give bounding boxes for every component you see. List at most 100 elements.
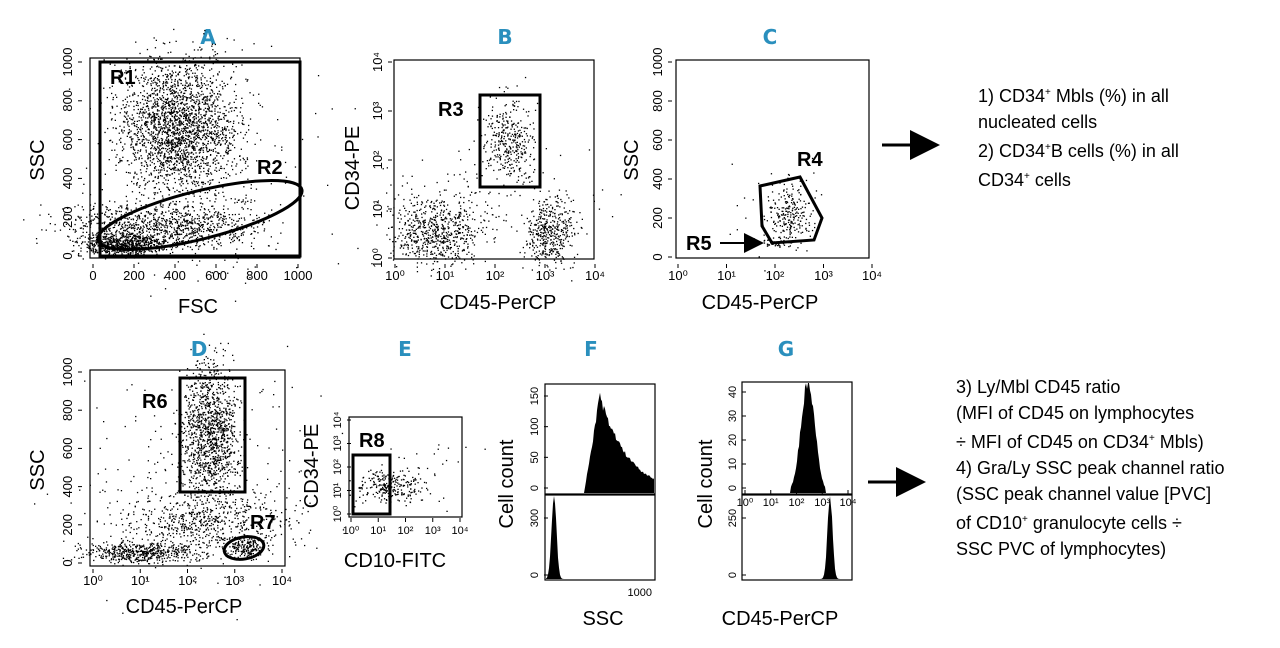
- event-dot: [193, 138, 195, 140]
- event-dot: [173, 128, 176, 130]
- event-dot: [111, 243, 113, 246]
- event-dot: [542, 239, 544, 241]
- event-dot: [155, 84, 157, 86]
- event-dot: [158, 130, 160, 132]
- event-dot: [186, 227, 188, 230]
- event-dot: [126, 233, 128, 235]
- event-dot: [187, 204, 189, 206]
- event-dot: [155, 206, 157, 208]
- event-dot: [148, 112, 151, 114]
- event-dot: [184, 168, 186, 170]
- event-dot: [116, 240, 118, 242]
- event-dot: [153, 116, 155, 118]
- event-dot: [171, 143, 173, 145]
- event-dot: [167, 160, 169, 162]
- event-dot: [194, 222, 196, 224]
- event-dot: [151, 66, 153, 68]
- event-dot: [388, 227, 390, 229]
- event-dot: [162, 97, 164, 99]
- event-dot: [154, 192, 157, 194]
- event-dot: [123, 236, 125, 238]
- event-dot: [184, 146, 186, 149]
- event-dot: [188, 138, 190, 141]
- event-dot: [174, 96, 177, 98]
- event-dot: [90, 209, 92, 211]
- event-dot: [201, 48, 203, 50]
- event-dot: [82, 241, 84, 243]
- event-dot: [159, 229, 161, 231]
- event-dot: [435, 236, 437, 238]
- event-dot: [174, 108, 176, 110]
- event-dot: [218, 115, 220, 117]
- event-dot: [538, 264, 540, 267]
- event-dot: [110, 243, 112, 245]
- event-dot: [106, 207, 108, 209]
- event-dot: [153, 92, 155, 94]
- event-dot: [199, 174, 201, 176]
- event-dot: [101, 250, 103, 252]
- event-dot: [161, 211, 163, 213]
- event-dot: [162, 102, 164, 105]
- event-dot: [174, 233, 176, 236]
- event-dot: [423, 219, 425, 222]
- event-dot: [141, 98, 144, 101]
- event-dot: [161, 113, 163, 115]
- event-dot: [187, 84, 190, 86]
- event-dot: [217, 213, 219, 215]
- event-dot: [435, 257, 437, 259]
- event-dot: [157, 192, 159, 194]
- event-dot: [115, 240, 118, 242]
- event-dot: [167, 233, 169, 235]
- event-dot: [211, 45, 213, 47]
- event-dot: [416, 241, 418, 243]
- event-dot: [195, 114, 197, 117]
- event-dot: [544, 250, 546, 253]
- event-dot: [197, 124, 199, 126]
- event-dot: [161, 143, 163, 146]
- event-dot: [180, 171, 182, 174]
- gate-r1-label: R1: [110, 67, 136, 89]
- event-dot: [315, 112, 317, 115]
- event-dot: [174, 211, 176, 213]
- event-dot: [155, 94, 157, 96]
- event-dot: [230, 110, 233, 112]
- event-dot: [211, 244, 213, 246]
- panel-b-events: [357, 76, 622, 282]
- event-dot: [405, 210, 407, 212]
- event-dot: [159, 118, 162, 120]
- event-dot: [79, 227, 82, 229]
- event-dot: [175, 138, 177, 140]
- event-dot: [172, 112, 175, 114]
- event-dot: [108, 250, 110, 252]
- event-dot: [250, 226, 253, 228]
- event-dot: [197, 116, 200, 118]
- event-dot: [190, 126, 192, 128]
- event-dot: [204, 115, 206, 117]
- event-dot: [180, 82, 182, 85]
- event-dot: [567, 212, 569, 215]
- event-dot: [108, 216, 110, 218]
- event-dot: [140, 226, 142, 228]
- event-dot: [224, 215, 226, 218]
- event-dot: [118, 222, 121, 224]
- event-dot: [156, 100, 158, 103]
- event-dot: [207, 119, 209, 121]
- event-dot: [156, 103, 158, 105]
- event-dot: [121, 246, 123, 248]
- event-dot: [240, 201, 243, 203]
- event-dot: [212, 75, 215, 77]
- event-dot: [205, 133, 208, 135]
- event-dot: [193, 193, 195, 195]
- event-dot: [467, 246, 469, 248]
- event-dot: [181, 138, 183, 140]
- event-dot: [192, 201, 194, 203]
- event-dot: [171, 92, 173, 95]
- event-dot: [83, 183, 85, 185]
- event-dot: [229, 121, 232, 123]
- event-dot: [215, 144, 217, 146]
- event-dot: [209, 217, 211, 219]
- event-dot: [171, 110, 173, 113]
- event-dot: [151, 115, 154, 118]
- event-dot: [209, 77, 212, 79]
